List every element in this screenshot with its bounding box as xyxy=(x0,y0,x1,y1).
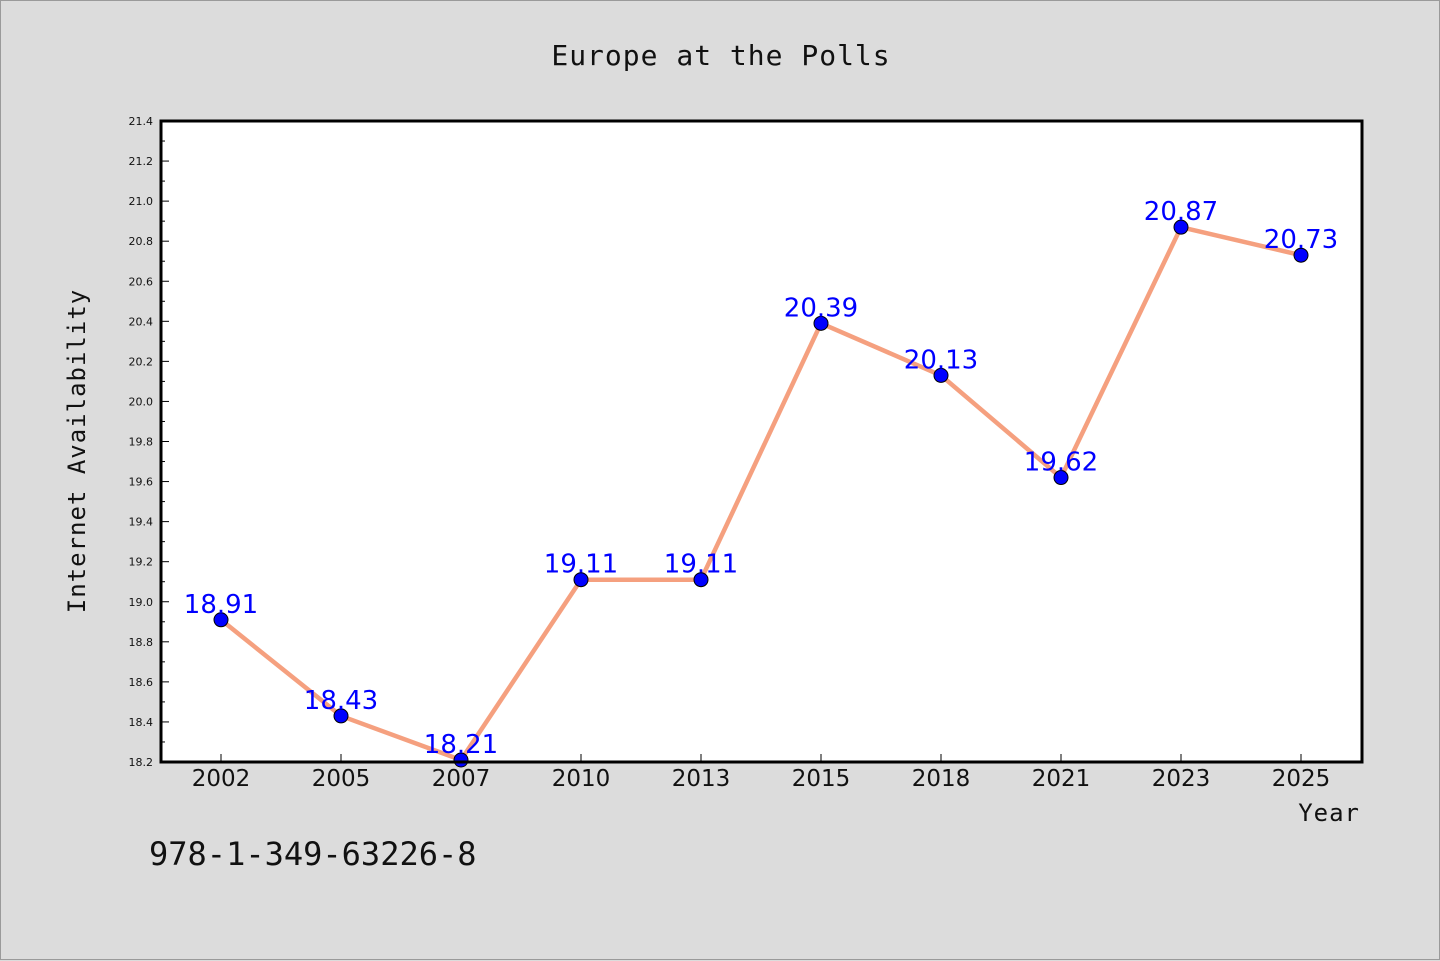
series-line-group xyxy=(218,224,1304,763)
y-tick-label: 18.2 xyxy=(129,756,154,769)
data-point xyxy=(933,367,949,383)
x-axis: 2002 2005 2007 2010 2013 2015 2018 2021 2023 2025 xyxy=(192,754,1331,792)
y-tick-label: 21.4 xyxy=(129,115,154,128)
data-labels: 18.91 18.43 18.21 19.11 19.11 20.39 20.13 19.62… xyxy=(184,197,1338,760)
y-tick-label: 20.4 xyxy=(129,315,154,328)
data-label: 19.11 xyxy=(544,550,618,580)
chart-title: Europe at the Polls xyxy=(551,39,890,72)
y-tick-label: 21.2 xyxy=(129,155,154,168)
x-tick-label: 2013 xyxy=(672,766,731,792)
data-point xyxy=(213,612,229,628)
y-tick-label: 21.0 xyxy=(129,195,154,208)
x-tick-label: 2007 xyxy=(432,766,491,792)
y-tick-label: 18.6 xyxy=(129,676,154,689)
data-label: 18.91 xyxy=(184,590,258,620)
plot-border xyxy=(159,119,1364,764)
y-tick-label: 19.8 xyxy=(129,436,154,449)
data-point xyxy=(813,315,829,331)
y-axis-label: Internet Availability xyxy=(63,289,91,613)
series-line xyxy=(218,224,1304,763)
data-point xyxy=(573,572,589,588)
y-tick-label: 20.6 xyxy=(129,275,154,288)
data-label: 20.73 xyxy=(1264,225,1338,255)
y-tick-label: 19.4 xyxy=(129,516,154,529)
x-tick-label: 2025 xyxy=(1272,766,1331,792)
data-label: 20.39 xyxy=(784,293,858,323)
y-tick-label: 20.8 xyxy=(129,235,154,248)
data-label: 19.11 xyxy=(664,550,738,580)
y-tick-label: 18.8 xyxy=(129,636,154,649)
x-tick-label: 2018 xyxy=(912,766,971,792)
data-label: 18.21 xyxy=(424,730,498,760)
data-point xyxy=(1053,470,1069,486)
data-label: 20.13 xyxy=(904,345,978,375)
data-point xyxy=(333,708,349,724)
x-tick-label: 2005 xyxy=(312,766,371,792)
y-tick-label: 19.2 xyxy=(129,556,154,569)
y-axis: 18.2 18.4 18.6 18.8 19.0 19.2 19.4 19.6 19.8 20.0… xyxy=(129,115,169,769)
data-label: 18.43 xyxy=(304,686,378,716)
y-tick-label: 18.4 xyxy=(129,716,154,729)
data-point xyxy=(1293,247,1309,263)
x-tick-label: 2021 xyxy=(1032,766,1091,792)
x-tick-label: 2010 xyxy=(552,766,611,792)
y-tick-label: 20.2 xyxy=(129,355,154,368)
x-tick-label: 2023 xyxy=(1152,766,1211,792)
x-tick-label: 2002 xyxy=(192,766,251,792)
data-label: 20.87 xyxy=(1144,197,1218,227)
isbn-label: 978-1-349-63226-8 xyxy=(149,835,477,873)
data-markers xyxy=(213,219,1309,768)
plot-area xyxy=(161,121,1362,762)
y-tick-label: 19.0 xyxy=(129,596,154,609)
data-point xyxy=(1173,219,1189,235)
x-tick-label: 2015 xyxy=(792,766,851,792)
data-label: 19.62 xyxy=(1024,448,1098,478)
y-tick-label: 20.0 xyxy=(129,395,154,408)
x-axis-label: Year xyxy=(1298,799,1360,827)
data-point xyxy=(693,572,709,588)
y-tick-label: 19.6 xyxy=(129,476,154,489)
